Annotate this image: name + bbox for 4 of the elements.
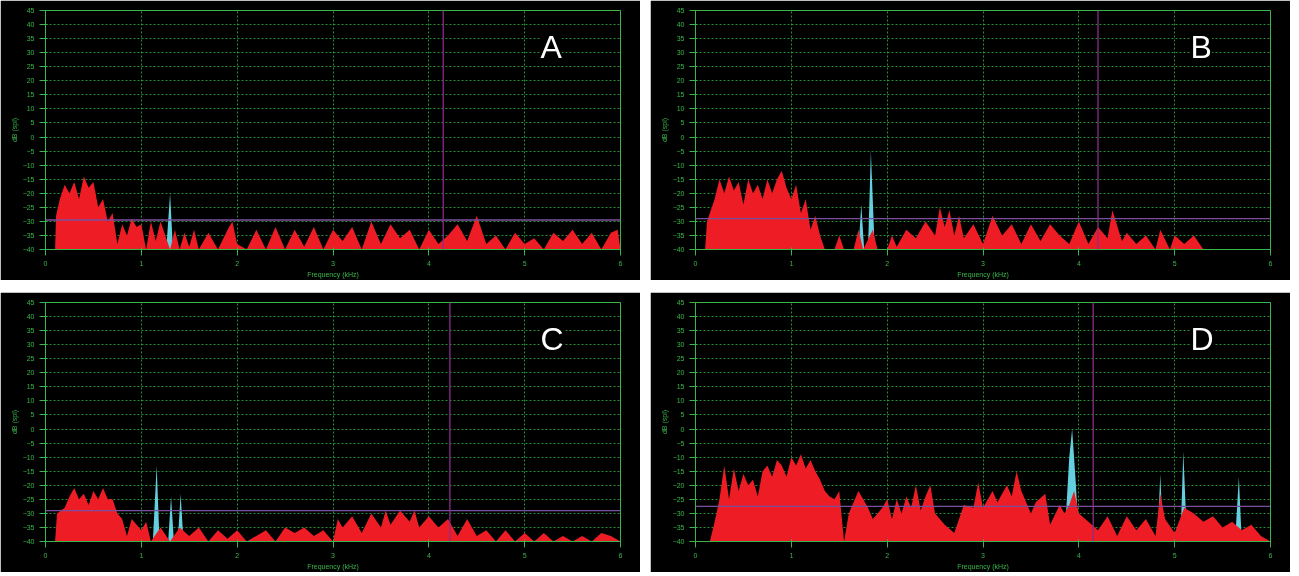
annotation: D <box>1190 320 1214 357</box>
annotation: A <box>540 28 563 65</box>
annotation: B <box>1190 28 1212 65</box>
annotation: C <box>540 320 564 357</box>
